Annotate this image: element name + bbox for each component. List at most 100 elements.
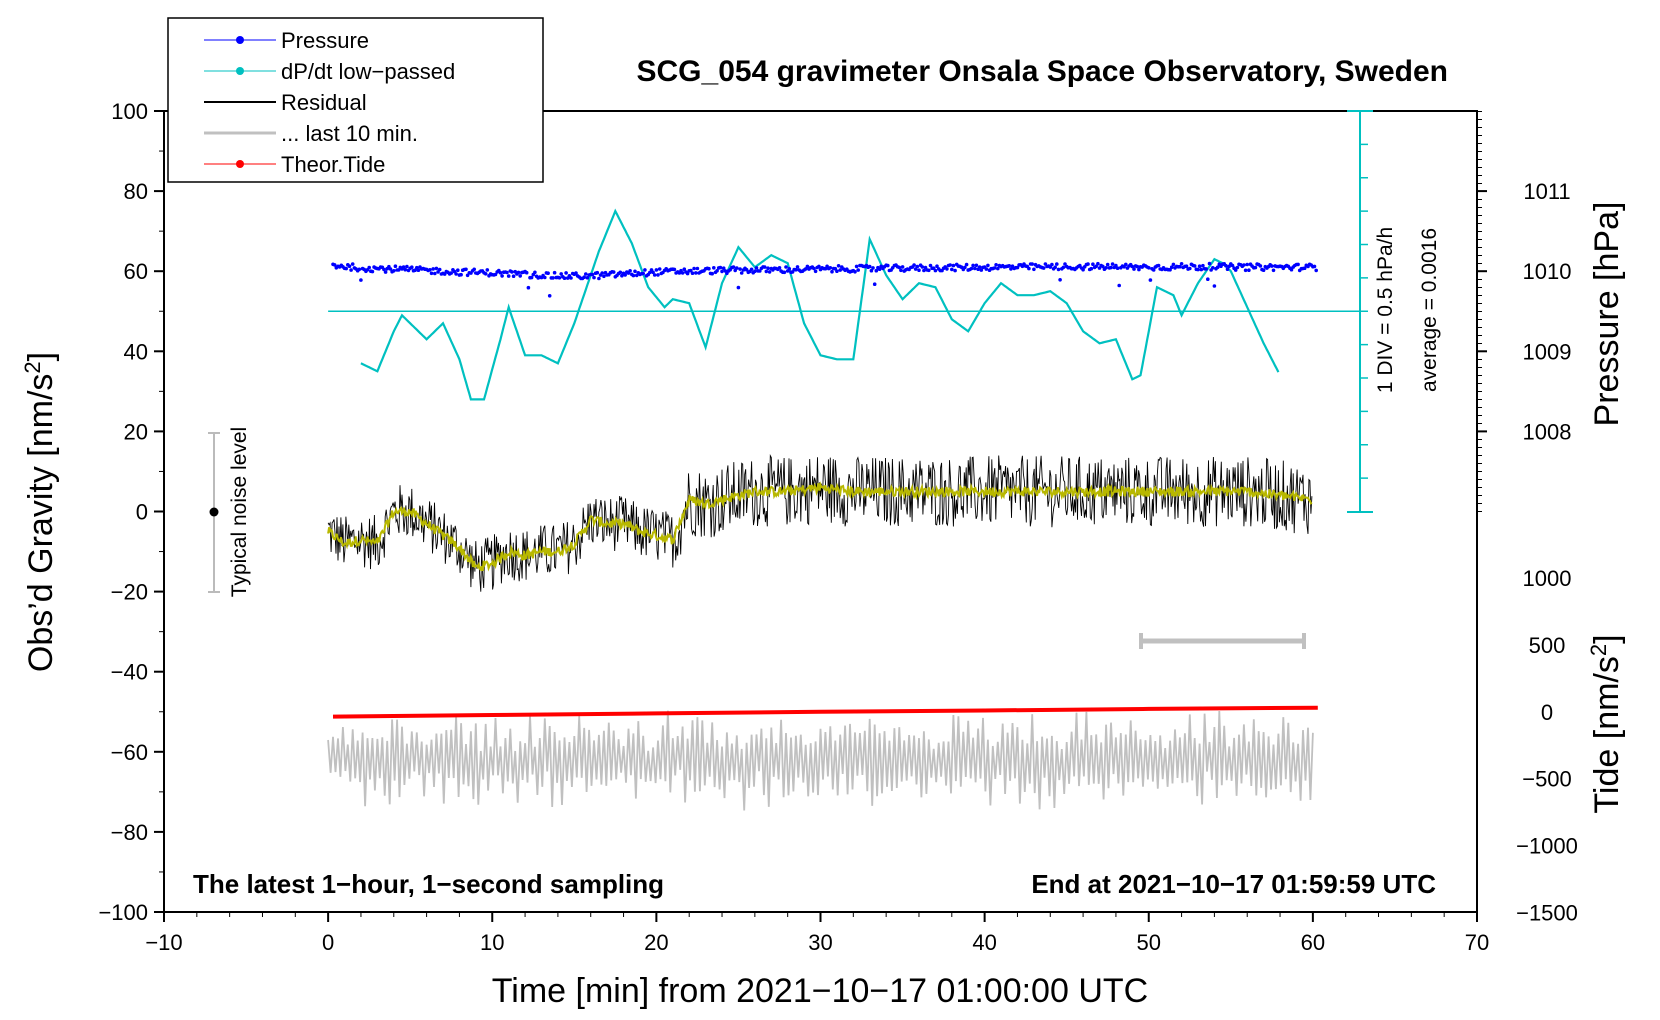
legend-item-pressure: Pressure <box>204 28 369 53</box>
pressure-point <box>874 268 879 273</box>
pressure-point <box>634 273 639 278</box>
pressure-point <box>1215 265 1220 270</box>
y-axis-title: Obs’d Gravity [nm/s2] <box>20 352 60 672</box>
legend-box <box>167 17 544 183</box>
pressure-point <box>498 270 503 275</box>
pressure-point <box>766 266 770 271</box>
tide-tick-label-3: −500 <box>1522 767 1572 792</box>
pressure-point <box>913 267 918 271</box>
y-axis-title-sup: 2 <box>20 361 45 373</box>
pressure-point <box>1115 266 1120 271</box>
pressure-point <box>935 264 939 269</box>
x-tick-label-4: 30 <box>808 930 832 955</box>
pressure-point <box>996 266 1000 271</box>
pressure-point <box>1007 264 1011 268</box>
pressure-point <box>1207 261 1212 266</box>
pressure-point <box>332 263 337 267</box>
y-tick-label-10: −100 <box>98 900 148 925</box>
pressure-point <box>805 264 810 269</box>
pressure-point <box>459 272 463 277</box>
pressure-point <box>602 274 606 279</box>
x-tick-label-6: 50 <box>1137 930 1161 955</box>
pressure-point <box>969 266 974 271</box>
pressure-point <box>1147 266 1151 270</box>
pressure-point <box>524 270 529 275</box>
pressure-point <box>382 267 386 272</box>
pressure-point <box>1253 265 1258 270</box>
pressure-point <box>416 268 421 273</box>
pressure-point <box>1296 262 1300 267</box>
pressure-point <box>633 269 637 274</box>
pressure-point <box>392 269 396 273</box>
pressure-point <box>505 270 509 275</box>
y-tick-label-7: −40 <box>111 660 148 685</box>
pressure-point <box>867 264 872 269</box>
pressure-point <box>628 269 632 273</box>
pressure-point <box>1199 267 1204 272</box>
pressure-point <box>428 268 432 272</box>
pressure-point <box>1312 264 1317 269</box>
pressure-point <box>651 270 655 275</box>
pressure-point <box>1081 267 1085 272</box>
pressure-point <box>1258 264 1263 268</box>
pressure-point <box>856 268 860 272</box>
last-10-min-bracket <box>1139 633 1306 649</box>
pressure-point <box>582 275 586 280</box>
pressure-point <box>559 272 563 276</box>
pressure-point <box>1117 283 1121 288</box>
pressure-point <box>569 276 573 280</box>
pressure-point <box>1091 262 1095 267</box>
pressure-point <box>1224 263 1228 268</box>
legend-item-dpdt: dP/dt low−passed <box>204 59 455 84</box>
pressure-point <box>738 267 742 271</box>
legend-label-last-10-min: ... last 10 min. <box>281 121 418 146</box>
pressure-point <box>872 282 877 287</box>
pressure-point <box>344 266 349 271</box>
y-axis-title-main: Obs’d Gravity [nm/s <box>22 374 60 673</box>
pressure-point <box>782 270 787 275</box>
x-tick-label-8: 70 <box>1465 930 1489 955</box>
tide-tick-label-5: −1500 <box>1516 900 1578 925</box>
pressure-point <box>383 270 388 274</box>
legend-item-tide: Theor.Tide <box>204 152 385 177</box>
pressure-point <box>992 266 997 270</box>
pressure-tick-label-1: 1010 <box>1523 259 1572 284</box>
pressure-point <box>1289 267 1294 272</box>
tide-tick-label-2: 0 <box>1541 700 1553 725</box>
tide-tick-label-1: 500 <box>1529 633 1566 658</box>
pressure-point <box>437 267 442 272</box>
pressure-point <box>485 268 490 272</box>
pressure-point <box>915 264 920 269</box>
pressure-point <box>370 269 375 274</box>
pressure-point <box>787 267 792 271</box>
pressure-point <box>933 268 938 273</box>
tide-tick-label-0: 1000 <box>1523 566 1572 591</box>
y-tick-label-9: −80 <box>111 820 148 845</box>
pressure-point <box>611 270 616 274</box>
pressure-point <box>767 270 772 274</box>
pressure-point <box>721 266 726 271</box>
pressure-point <box>853 270 857 274</box>
legend-label-pressure: Pressure <box>281 28 369 53</box>
pressure-point <box>1053 265 1057 270</box>
pressure-point <box>349 268 353 272</box>
pressure-point <box>506 274 511 278</box>
pressure-point <box>631 273 636 278</box>
y-tick-label-2: 60 <box>124 259 148 284</box>
pressure-point <box>912 263 916 267</box>
pressure-point <box>590 272 595 277</box>
tide-axis-title-main: Tide [nm/s <box>1588 656 1626 813</box>
pressure-point <box>963 265 967 270</box>
pressure-point <box>618 270 623 275</box>
pressure-point <box>984 267 989 271</box>
pressure-point <box>1212 284 1217 288</box>
pressure-point <box>951 263 956 268</box>
pressure-point <box>920 265 925 269</box>
pressure-point <box>1314 268 1318 273</box>
pressure-point <box>433 271 437 276</box>
pressure-tick-label-3: 1008 <box>1523 419 1572 444</box>
pressure-point <box>547 294 552 298</box>
series-tide-line <box>332 705 1318 719</box>
pressure-point <box>977 265 982 269</box>
pressure-point <box>595 270 600 275</box>
